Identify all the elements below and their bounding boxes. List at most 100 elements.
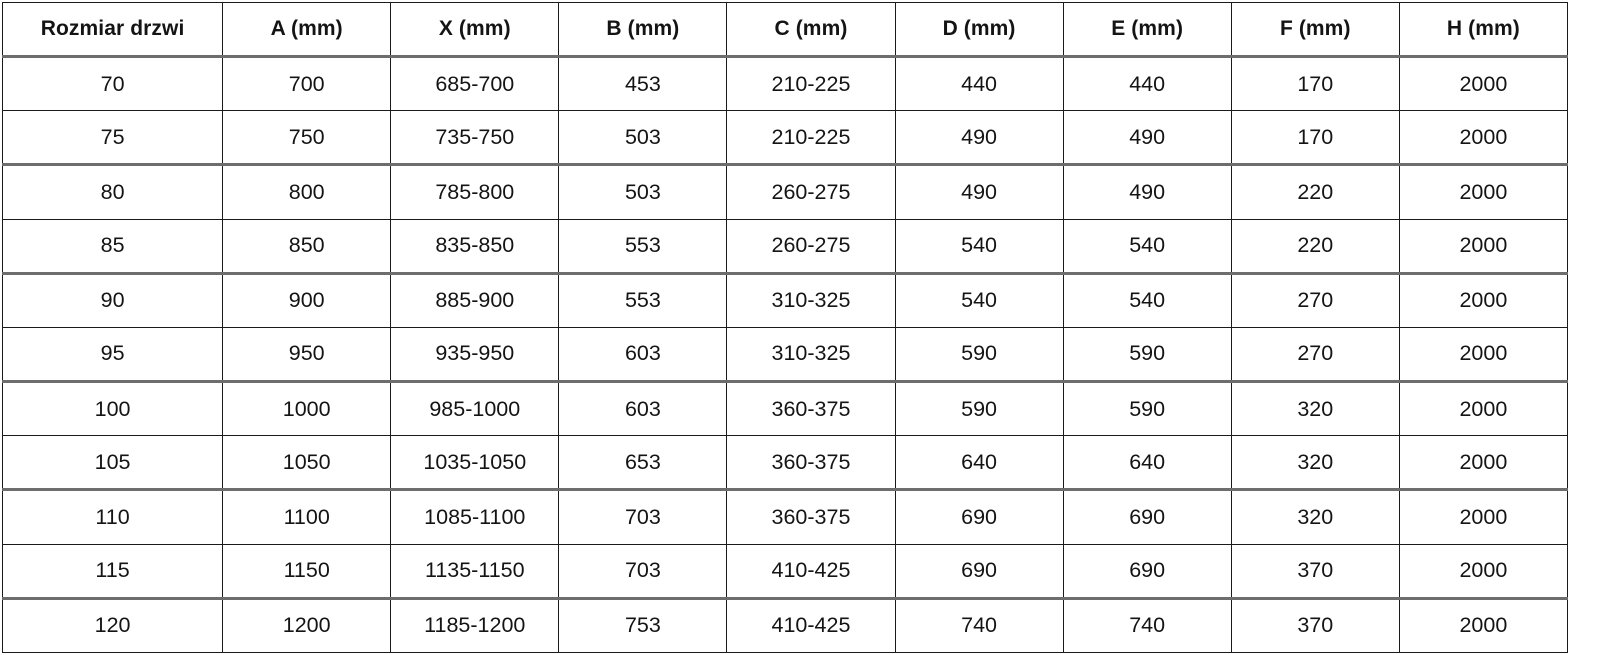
cell-e: 690 xyxy=(1062,489,1232,545)
cell-rozmiar: 100 xyxy=(1,381,224,437)
cell-d: 540 xyxy=(894,219,1064,275)
cell-c: 310-325 xyxy=(726,273,896,328)
cell-h: 2000 xyxy=(1398,164,1569,220)
cell-x: 935-950 xyxy=(390,327,560,384)
cell-b: 653 xyxy=(558,435,728,492)
cell-h: 2000 xyxy=(1398,381,1569,437)
cell-b: 603 xyxy=(558,381,728,437)
cell-a: 700 xyxy=(222,56,392,112)
column-header-c[interactable]: C (mm) xyxy=(726,2,896,58)
cell-a: 950 xyxy=(222,327,392,384)
cell-d: 640 xyxy=(894,435,1064,492)
cell-a: 750 xyxy=(222,110,392,167)
cell-d: 740 xyxy=(894,598,1064,654)
table-row: 70 700 685-700 453 210-225 440 440 170 2000 xyxy=(1,56,1569,112)
column-header-a[interactable]: A (mm) xyxy=(222,2,392,58)
cell-h: 2000 xyxy=(1398,219,1569,275)
column-header-e[interactable]: E (mm) xyxy=(1062,2,1232,58)
cell-a: 850 xyxy=(222,219,392,275)
cell-x: 685-700 xyxy=(390,56,560,112)
column-header-h[interactable]: H (mm) xyxy=(1398,2,1569,58)
cell-e: 590 xyxy=(1062,327,1232,384)
header-row: Rozmiar drzwi A (mm) X (mm) B (mm) C (mm) D (… xyxy=(1,2,1569,58)
cell-e: 740 xyxy=(1062,598,1232,654)
cell-b: 753 xyxy=(558,598,728,654)
cell-h: 2000 xyxy=(1398,598,1569,654)
cell-x: 835-850 xyxy=(390,219,560,275)
cell-d: 490 xyxy=(894,110,1064,167)
column-header-d[interactable]: D (mm) xyxy=(894,2,1064,58)
cell-c: 210-225 xyxy=(726,110,896,167)
cell-b: 453 xyxy=(558,56,728,112)
cell-a: 800 xyxy=(222,164,392,220)
cell-x: 985-1000 xyxy=(390,381,560,437)
cell-x: 1035-1050 xyxy=(390,435,560,492)
cell-f: 220 xyxy=(1230,219,1400,275)
cell-a: 900 xyxy=(222,273,392,328)
cell-d: 690 xyxy=(894,489,1064,545)
table-row: 75 750 735-750 503 210-225 490 490 170 2000 xyxy=(1,110,1569,167)
cell-b: 553 xyxy=(558,219,728,275)
cell-a: 1000 xyxy=(222,381,392,437)
cell-f: 270 xyxy=(1230,327,1400,384)
column-header-x[interactable]: X (mm) xyxy=(390,2,560,58)
cell-d: 540 xyxy=(894,273,1064,328)
cell-c: 260-275 xyxy=(726,219,896,275)
cell-b: 603 xyxy=(558,327,728,384)
door-size-specification-table: Rozmiar drzwi A (mm) X (mm) B (mm) C (mm) D (… xyxy=(1,2,1569,654)
cell-h: 2000 xyxy=(1398,544,1569,600)
cell-f: 270 xyxy=(1230,273,1400,328)
cell-x: 885-900 xyxy=(390,273,560,328)
cell-f: 220 xyxy=(1230,164,1400,220)
cell-e: 540 xyxy=(1062,273,1232,328)
cell-c: 360-375 xyxy=(726,381,896,437)
cell-a: 1100 xyxy=(222,489,392,545)
cell-h: 2000 xyxy=(1398,435,1569,492)
cell-rozmiar: 105 xyxy=(1,435,224,492)
cell-e: 590 xyxy=(1062,381,1232,437)
column-header-b[interactable]: B (mm) xyxy=(558,2,728,58)
table-row: 100 1000 985-1000 603 360-375 590 590 320 2000 xyxy=(1,381,1569,437)
cell-rozmiar: 120 xyxy=(1,598,224,654)
cell-c: 360-375 xyxy=(726,435,896,492)
cell-x: 1185-1200 xyxy=(390,598,560,654)
table-row: 90 900 885-900 553 310-325 540 540 270 2000 xyxy=(1,273,1569,328)
cell-d: 690 xyxy=(894,544,1064,600)
cell-e: 490 xyxy=(1062,164,1232,220)
cell-b: 503 xyxy=(558,110,728,167)
cell-e: 440 xyxy=(1062,56,1232,112)
cell-h: 2000 xyxy=(1398,489,1569,545)
cell-d: 440 xyxy=(894,56,1064,112)
table-row: 115 1150 1135-1150 703 410-425 690 690 370 2000 xyxy=(1,544,1569,600)
cell-c: 210-225 xyxy=(726,56,896,112)
table-row: 80 800 785-800 503 260-275 490 490 220 2000 xyxy=(1,164,1569,220)
column-header-rozmiar[interactable]: Rozmiar drzwi xyxy=(1,2,224,58)
cell-f: 170 xyxy=(1230,56,1400,112)
cell-b: 553 xyxy=(558,273,728,328)
cell-rozmiar: 75 xyxy=(1,110,224,167)
cell-h: 2000 xyxy=(1398,56,1569,112)
cell-rozmiar: 90 xyxy=(1,273,224,328)
cell-c: 360-375 xyxy=(726,489,896,545)
cell-a: 1200 xyxy=(222,598,392,654)
table-row: 105 1050 1035-1050 653 360-375 640 640 320 2000 xyxy=(1,435,1569,492)
cell-e: 490 xyxy=(1062,110,1232,167)
cell-d: 490 xyxy=(894,164,1064,220)
cell-b: 703 xyxy=(558,489,728,545)
column-header-f[interactable]: F (mm) xyxy=(1230,2,1400,58)
cell-c: 410-425 xyxy=(726,598,896,654)
cell-c: 310-325 xyxy=(726,327,896,384)
cell-f: 320 xyxy=(1230,489,1400,545)
cell-f: 320 xyxy=(1230,381,1400,437)
table-row: 85 850 835-850 553 260-275 540 540 220 2000 xyxy=(1,219,1569,275)
cell-f: 170 xyxy=(1230,110,1400,167)
cell-a: 1050 xyxy=(222,435,392,492)
cell-d: 590 xyxy=(894,327,1064,384)
cell-e: 540 xyxy=(1062,219,1232,275)
cell-c: 410-425 xyxy=(726,544,896,600)
cell-rozmiar: 95 xyxy=(1,327,224,384)
cell-c: 260-275 xyxy=(726,164,896,220)
cell-rozmiar: 110 xyxy=(1,489,224,545)
cell-rozmiar: 115 xyxy=(1,544,224,600)
cell-x: 785-800 xyxy=(390,164,560,220)
